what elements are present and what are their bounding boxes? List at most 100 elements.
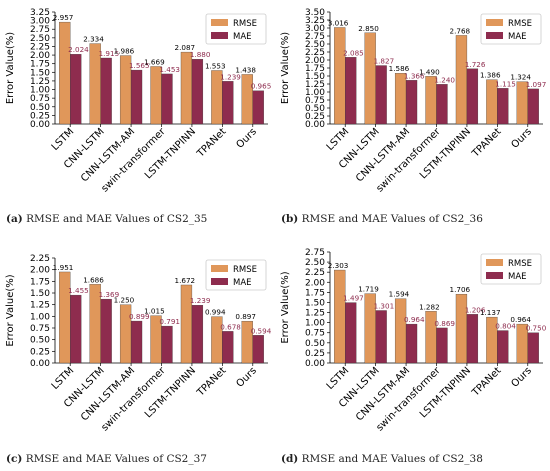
legend-swatch-mae	[486, 32, 503, 39]
bar-rmse-lstm	[334, 27, 346, 125]
bar-mae-tpanet	[497, 88, 509, 125]
legend-swatch-mae	[211, 278, 228, 285]
value-label-mae: 0.750	[526, 324, 547, 333]
caption-a-text: RMSE and MAE Values of CS2_35	[26, 213, 208, 225]
y-tick-label: 2.50	[305, 258, 325, 268]
caption-d-letter: (d)	[281, 453, 299, 465]
bar-rmse-lstm	[59, 21, 71, 125]
legend-label-mae: MAE	[508, 32, 527, 42]
chart-panel-b: 0.00 0.25 0.50 0.75 1.00 1.25 1.50 1.75 2.00 2.25…	[275, 0, 550, 235]
value-label-mae: 0.804	[495, 322, 516, 331]
caption-a: (a) RMSE and MAE Values of CS2_35	[6, 213, 207, 225]
caption-d: (d) RMSE and MAE Values of CS2_38	[281, 453, 483, 465]
x-tick-label: CNN-LSTM-AM	[79, 126, 137, 184]
x-tick-label: LSTM	[325, 126, 352, 153]
value-label-rmse: 1.986	[114, 47, 135, 56]
y-tick-label: 0.00	[305, 120, 325, 130]
y-tick-label: 1.50	[305, 72, 325, 82]
x-tick-label: Ours	[234, 126, 258, 150]
caption-b-letter: (b)	[281, 213, 299, 225]
x-tick-label: Ours	[509, 126, 533, 150]
y-tick-label: 0.25	[30, 111, 50, 121]
value-label-mae: 1.453	[159, 65, 180, 74]
bar-mae-tpanet	[222, 331, 234, 364]
bar-rmse-cnn-lstm-am	[394, 298, 407, 364]
caption-c: (c) RMSE and MAE Values of CS2_37	[6, 453, 207, 465]
y-tick-label: 2.00	[305, 56, 325, 66]
chart-d: 0.000.250.500.751.001.251.501.752.002.25…	[280, 248, 547, 434]
y-axis-label: Error Value(%)	[5, 274, 16, 346]
value-label-rmse: 0.897	[235, 312, 256, 321]
y-tick-label: 2.00	[305, 278, 325, 288]
y-tick-label: 1.75	[30, 277, 50, 287]
y-tick-label: 1.00	[30, 86, 50, 96]
value-label-mae: 0.899	[129, 312, 150, 321]
value-label-rmse: 3.016	[328, 18, 349, 27]
value-label-rmse: 2.850	[358, 24, 379, 33]
y-tick-label: 1.25	[30, 77, 50, 87]
value-label-mae: 0.965	[251, 82, 272, 91]
bar-mae-lstm	[345, 57, 357, 125]
value-label-rmse: 1.438	[235, 65, 256, 74]
bar-mae-ours	[527, 332, 539, 364]
bar-mae-swin-transformer	[436, 327, 448, 364]
value-label-mae: 1.301	[374, 301, 395, 310]
value-label-rmse: 1.686	[83, 275, 104, 284]
y-tick-label: 1.00	[305, 319, 325, 329]
value-label-mae: 1.827	[374, 57, 395, 66]
value-label-rmse: 1.386	[480, 71, 501, 80]
bar-mae-lstm	[70, 294, 82, 364]
y-tick-label: 0.25	[30, 347, 50, 357]
y-tick-label: 2.25	[305, 268, 325, 278]
y-tick-label: 2.50	[30, 34, 50, 44]
y-tick-label: 0.75	[305, 329, 325, 339]
y-tick-label: 3.00	[305, 24, 325, 34]
value-label-mae: 1.115	[495, 79, 516, 88]
value-label-rmse: 1.672	[175, 276, 196, 285]
bar-mae-ours	[252, 335, 264, 364]
value-label-rmse: 2.087	[175, 43, 196, 52]
y-tick-label: 1.25	[30, 301, 50, 311]
bar-mae-ours	[527, 88, 539, 125]
bar-mae-swin-transformer	[161, 73, 173, 125]
value-label-mae: 0.791	[159, 317, 180, 326]
x-tick-label: LSTM	[325, 365, 352, 392]
value-label-mae: 1.239	[190, 296, 211, 305]
value-label-rmse: 1.706	[450, 285, 471, 294]
bar-mae-tpanet	[497, 330, 509, 364]
legend-swatch-rmse	[486, 19, 503, 26]
legend-label-rmse: RMSE	[508, 259, 532, 269]
y-tick-label: 0.50	[30, 336, 50, 346]
y-tick-label: 2.25	[305, 48, 325, 58]
bar-rmse-cnn-lstm	[364, 32, 376, 125]
bar-mae-lstm-tnpinn	[191, 59, 204, 125]
bar-rmse-swin-transformer	[150, 66, 162, 125]
bar-mae-lstm-tnpinn	[191, 305, 204, 364]
bar-rmse-lstm-tnpinn	[455, 35, 468, 125]
value-label-rmse: 1.250	[114, 296, 135, 305]
value-label-mae: 1.880	[190, 50, 211, 59]
value-label-mae: 1.915	[99, 49, 120, 58]
bar-mae-cnn-lstm-am	[405, 80, 418, 125]
value-label-mae: 1.726	[465, 60, 486, 69]
chart-c: 0.00 0.250.50 0.75 1.001.25 1.50 1.752.00 2.25…	[5, 254, 272, 434]
value-label-mae: 1.366	[404, 71, 425, 80]
bar-mae-lstm-tnpinn	[466, 314, 479, 364]
y-tick-label: 2.25	[30, 254, 50, 264]
y-tick-label: 0.50	[305, 339, 325, 349]
x-tick-label: TPANet	[470, 126, 504, 160]
y-tick-label: 0.50	[30, 103, 50, 113]
caption-b-text: RMSE and MAE Values of CS2_36	[301, 213, 483, 225]
caption-d-text: RMSE and MAE Values of CS2_38	[301, 453, 483, 465]
legend-label-rmse: RMSE	[233, 265, 257, 275]
y-tick-label: 3.25	[30, 8, 50, 18]
y-tick-label: 2.75	[305, 248, 325, 258]
y-tick-label: 2.00	[30, 266, 50, 276]
value-label-rmse: 2.334	[83, 35, 104, 44]
legend-label-mae: MAE	[508, 272, 527, 282]
value-label-rmse: 1.137	[480, 308, 501, 317]
value-label-rmse: 1.586	[389, 64, 410, 73]
y-tick-label: 0.00	[305, 359, 325, 369]
value-label-mae: 1.455	[68, 286, 89, 295]
y-tick-label: 1.75	[305, 64, 325, 74]
